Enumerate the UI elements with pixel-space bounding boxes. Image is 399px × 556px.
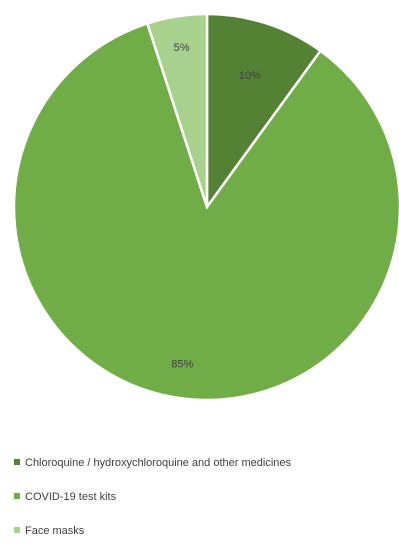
legend-item-face-masks: Face masks: [14, 522, 399, 537]
legend-label-covid-test-kits: COVID-19 test kits: [25, 490, 117, 503]
legend-swatch-face-masks: [14, 526, 20, 533]
legend-swatch-chloroquine: [14, 458, 20, 465]
pie-slice-chloroquine: [205, 12, 323, 211]
legend-item-covid-test-kits: COVID-19 test kits: [14, 488, 399, 503]
legend-label-face-masks: Face masks: [25, 524, 85, 537]
data-label-chloroquine: 10%: [239, 70, 261, 82]
chart-legend: Chloroquine / hydroxychloroquine and oth…: [14, 454, 399, 556]
pie-slice-face-masks: [145, 12, 209, 208]
legend-label-chloroquine: Chloroquine / hydroxychloroquine and oth…: [25, 456, 291, 469]
pie-slice-covid-test-kits: [12, 21, 399, 400]
data-label-covid-test-kits: 85%: [171, 358, 193, 370]
data-label-face-masks: 5%: [174, 42, 190, 54]
pie-data-labels: 10% 85% 5%: [171, 42, 261, 370]
pie-chart: 10% 85% 5%: [12, 12, 399, 400]
legend-swatch-covid-test-kits: [14, 492, 20, 499]
legend-item-chloroquine: Chloroquine / hydroxychloroquine and oth…: [14, 454, 399, 469]
pie-slices: [12, 12, 399, 400]
pie-chart-svg: 10% 85% 5%: [12, 12, 399, 400]
